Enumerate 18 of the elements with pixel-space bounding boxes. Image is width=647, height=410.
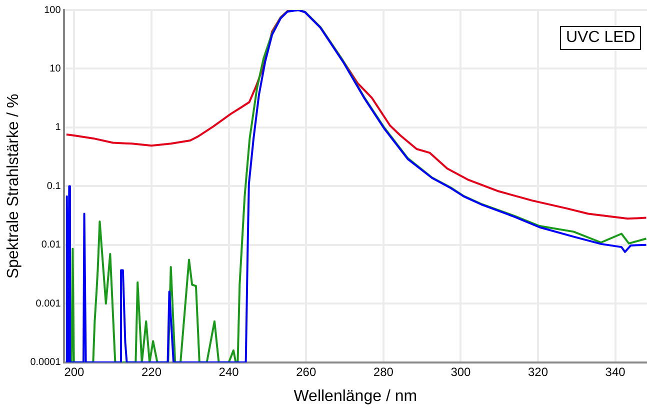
y-tick-label: 100 (44, 4, 62, 16)
x-tick-label: 300 (450, 364, 472, 379)
x-axis-title: Wellenlänge / nm (294, 388, 418, 405)
x-tick-label: 280 (373, 364, 394, 379)
x-tick-label: 340 (605, 364, 626, 379)
x-tick-label: 240 (218, 364, 240, 379)
y-tick-label: 0.0001 (30, 357, 62, 368)
annotation: UVC LED (560, 26, 642, 50)
y-tick-label: 10 (50, 63, 62, 74)
y-tick-label: 0.001 (36, 298, 62, 310)
x-tick-label: 320 (528, 364, 548, 379)
x-tick-label: 260 (296, 364, 316, 379)
x-tick-label: 200 (64, 364, 85, 379)
y-tick-label: 1 (55, 122, 62, 134)
y-tick-label: 0.01 (41, 240, 62, 251)
y-axis-title: Spektrale Strahlstärke / % (5, 94, 22, 279)
y-tick-label: 0.1 (46, 180, 62, 192)
x-tick-label: 220 (142, 364, 162, 379)
